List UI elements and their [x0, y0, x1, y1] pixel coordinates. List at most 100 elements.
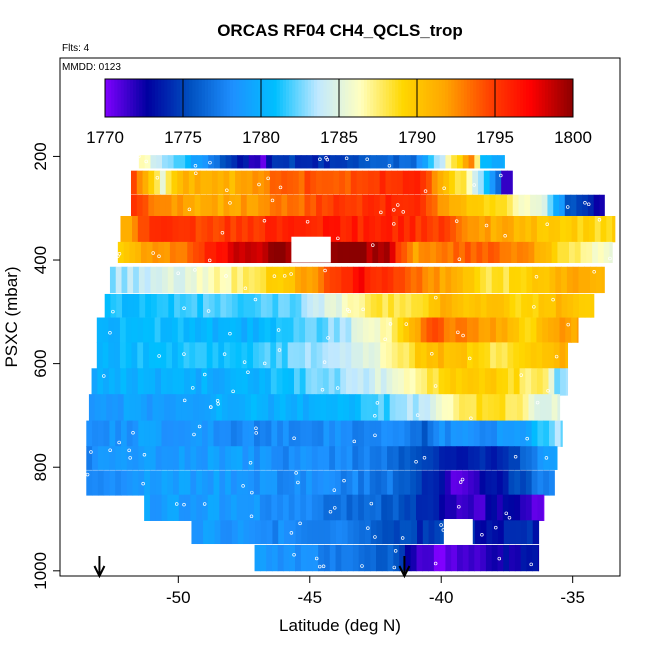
- band-9: [91, 368, 569, 396]
- heatmap-cell: [206, 342, 214, 370]
- heatmap-cell: [444, 215, 451, 243]
- heatmap-cell: [227, 394, 235, 422]
- colorbar-cell: [248, 79, 253, 117]
- heatmap-cell: [133, 266, 140, 294]
- heatmap-cell: [239, 241, 246, 264]
- heatmap-cell: [474, 520, 482, 545]
- heatmap-cell: [387, 155, 394, 169]
- sample-point: [434, 295, 438, 300]
- heatmap-cell: [160, 317, 167, 343]
- heatmap-cell: [381, 420, 388, 447]
- heatmap-cell: [175, 241, 183, 264]
- heatmap-cell: [469, 293, 476, 318]
- heatmap-cell: [269, 170, 277, 195]
- heatmap-cell: [491, 446, 498, 470]
- heatmap-cell: [473, 446, 481, 470]
- heatmap-cell: [260, 520, 268, 545]
- colorbar-cell: [261, 79, 265, 117]
- colorbar-cell: [139, 79, 143, 117]
- sample-point: [513, 454, 518, 459]
- heatmap-cell: [333, 194, 340, 217]
- heatmap-cell: [555, 266, 562, 294]
- heatmap-cell: [341, 266, 348, 294]
- heatmap-cell: [459, 241, 466, 264]
- heatmap-cell: [422, 544, 429, 572]
- heatmap-cell: [421, 215, 428, 243]
- heatmap-cell: [547, 317, 555, 343]
- heatmap-cell: [468, 446, 475, 470]
- colorbar-cell: [329, 79, 334, 117]
- colorbar-cell: [454, 79, 459, 117]
- heatmap-cell: [254, 155, 261, 169]
- heatmap-cell: [160, 342, 167, 370]
- heatmap-cell: [369, 368, 376, 396]
- heatmap-cell: [288, 215, 295, 243]
- sample-point: [202, 502, 207, 506]
- heatmap-cell: [110, 293, 117, 318]
- sample-point: [157, 254, 161, 259]
- colorbar-cell: [441, 79, 446, 117]
- heatmap-cell: [503, 520, 511, 545]
- sample-point: [272, 274, 277, 278]
- heatmap-cell: [236, 420, 244, 447]
- colorbar-cell: [117, 79, 122, 117]
- heatmap-cell: [281, 342, 289, 370]
- heatmap-cell: [306, 266, 313, 294]
- heatmap-cell: [576, 194, 583, 217]
- heatmap-cell: [536, 317, 543, 343]
- heatmap-cell: [503, 544, 510, 572]
- heatmap-cell: [214, 293, 221, 318]
- heatmap-cell: [235, 170, 242, 195]
- heatmap-cell: [148, 170, 155, 195]
- heatmap-cell: [443, 317, 451, 343]
- heatmap-cell: [146, 241, 154, 264]
- colorbar-cell: [345, 79, 349, 117]
- heatmap-cell: [480, 520, 488, 545]
- heatmap-cell: [143, 317, 150, 343]
- heatmap-cell: [302, 394, 310, 422]
- heatmap-cell: [478, 170, 485, 195]
- heatmap-cell: [331, 241, 339, 264]
- colorbar-cell: [401, 79, 406, 117]
- colorbar-cell: [211, 79, 215, 117]
- heatmap-cell: [259, 446, 267, 470]
- heatmap-cell: [219, 446, 226, 470]
- heatmap-cell: [115, 266, 123, 294]
- sample-point: [387, 163, 392, 168]
- heatmap-cell: [255, 293, 262, 318]
- sample-point: [504, 511, 509, 516]
- heatmap-cell: [375, 420, 382, 447]
- heatmap-cell: [317, 420, 325, 447]
- heatmap-cell: [370, 520, 378, 545]
- heatmap-cell: [231, 266, 238, 294]
- heatmap-cell: [106, 394, 113, 422]
- y-tick-label: 1000: [31, 552, 50, 590]
- colorbar-cell: [276, 79, 281, 117]
- heatmap-cell: [343, 241, 350, 264]
- heatmap-cell: [109, 446, 116, 470]
- heatmap-cell: [299, 342, 306, 370]
- heatmap-cell: [162, 155, 169, 169]
- heatmap-cell: [314, 394, 321, 422]
- colorbar-cell: [566, 79, 571, 117]
- heatmap-cell: [435, 241, 443, 264]
- heatmap-cell: [456, 446, 463, 470]
- heatmap-cell: [451, 266, 458, 294]
- heatmap-cell: [155, 368, 162, 396]
- heatmap-cell: [362, 170, 369, 195]
- heatmap-cell: [358, 266, 366, 294]
- heatmap-cell: [414, 342, 422, 370]
- heatmap-cell: [398, 368, 405, 396]
- heatmap-cell: [479, 446, 486, 470]
- sample-point: [102, 374, 106, 378]
- heatmap-cell: [360, 241, 368, 264]
- colorbar-cell: [126, 79, 131, 117]
- heatmap-cell: [553, 342, 561, 370]
- heatmap-cell: [158, 241, 165, 264]
- heatmap-cell: [194, 170, 201, 195]
- heatmap-cell: [274, 241, 281, 264]
- heatmap-cell: [235, 194, 242, 217]
- heatmap-cell: [392, 494, 400, 521]
- heatmap-cell: [339, 194, 346, 217]
- heatmap-cell: [393, 520, 401, 545]
